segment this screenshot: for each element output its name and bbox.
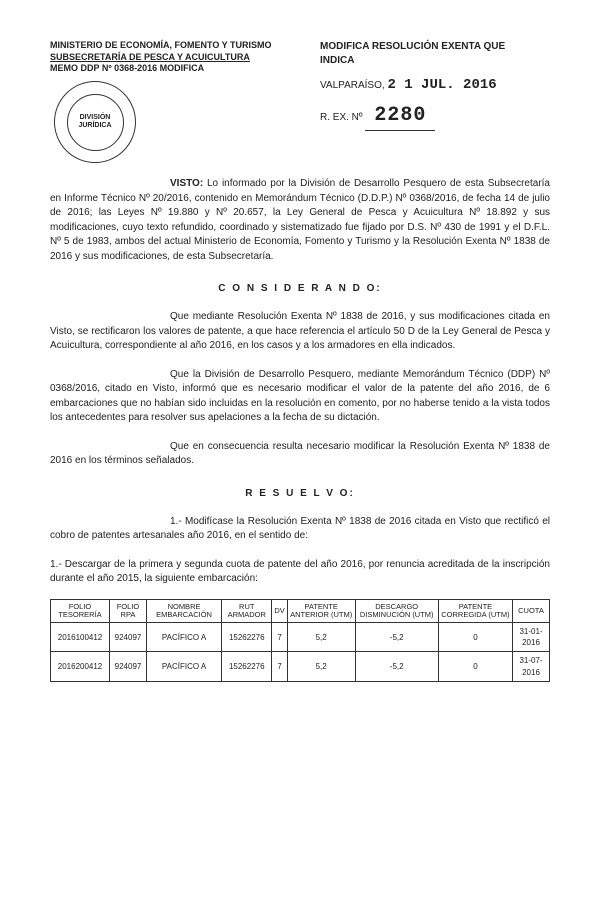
- col-dv: DV: [272, 599, 287, 623]
- ministry-name: MINISTERIO DE ECONOMÍA, FOMENTO Y TURISM…: [50, 40, 272, 52]
- considerando-p1: Que mediante Resolución Exenta Nº 1838 d…: [50, 310, 550, 354]
- cell: 2016100412: [51, 623, 110, 652]
- cell: -5,2: [355, 623, 438, 652]
- resuelvo-p1: 1.- Modifícase la Resolución Exenta Nº 1…: [50, 515, 550, 544]
- rex-number: 2280: [365, 102, 435, 131]
- col-descargo: DESCARGO DISMINUCIÓN (UTM): [355, 599, 438, 623]
- col-folio-rpa: FOLIO RPA: [110, 599, 147, 623]
- subsecretary-name: SUBSECRETARÍA DE PESCA Y ACUICULTURA: [50, 52, 272, 64]
- cell: 0: [438, 652, 512, 681]
- rex-label: R. EX. Nº: [320, 112, 363, 123]
- resuelvo-heading: R E S U E L V O:: [50, 487, 550, 501]
- cell: 7: [272, 652, 287, 681]
- cell: PACÍFICO A: [146, 623, 221, 652]
- cell: -5,2: [355, 652, 438, 681]
- place-label: VALPARAÍSO,: [320, 80, 385, 91]
- seal-inner-text: DIVISIÓN JURÍDICA: [67, 94, 124, 151]
- col-rut: RUT ARMADOR: [222, 599, 272, 623]
- cell: 924097: [110, 652, 147, 681]
- col-cuota: CUOTA: [513, 599, 550, 623]
- table-header-row: FOLIO TESORERÍA FOLIO RPA NOMBRE EMBARCA…: [51, 599, 550, 623]
- resuelvo-p2: 1.- Descargar de la primera y segunda cu…: [50, 558, 550, 587]
- col-patente-corregida: PATENTE CORREGIDA (UTM): [438, 599, 512, 623]
- cell: 2016200412: [51, 652, 110, 681]
- col-patente-anterior: PATENTE ANTERIOR (UTM): [287, 599, 355, 623]
- col-folio-tesoreria: FOLIO TESORERÍA: [51, 599, 110, 623]
- cell: 0: [438, 623, 512, 652]
- cell: 5,2: [287, 652, 355, 681]
- patente-table: FOLIO TESORERÍA FOLIO RPA NOMBRE EMBARCA…: [50, 599, 550, 682]
- cell: 31-07-2016: [513, 652, 550, 681]
- considerando-p3: Que en consecuencia resulta necesario mo…: [50, 440, 550, 469]
- cell: 15262276: [222, 623, 272, 652]
- cell: 7: [272, 623, 287, 652]
- cell: 924097: [110, 623, 147, 652]
- cell: PACÍFICO A: [146, 652, 221, 681]
- cell: 15262276: [222, 652, 272, 681]
- date-stamp: 2 1 JUL. 2016: [387, 77, 496, 93]
- table-row: 2016200412 924097 PACÍFICO A 15262276 7 …: [51, 652, 550, 681]
- considerando-p2: Que la División de Desarrollo Pesquero, …: [50, 368, 550, 426]
- memo-ref: MEMO DDP Nº 0368-2016 MODIFICA: [50, 63, 272, 75]
- cell: 31-01-2016: [513, 623, 550, 652]
- seal-stamp: DIVISIÓN JURÍDICA: [54, 81, 136, 163]
- visto-label: VISTO:: [170, 178, 203, 189]
- visto-text: Lo informado por la División de Desarrol…: [50, 178, 550, 262]
- cell: 5,2: [287, 623, 355, 652]
- considerando-heading: C O N S I D E R A N D O:: [50, 282, 550, 296]
- resolution-title: MODIFICA RESOLUCIÓN EXENTA QUE INDICA: [320, 40, 540, 68]
- col-nombre: NOMBRE EMBARCACIÓN: [146, 599, 221, 623]
- table-row: 2016100412 924097 PACÍFICO A 15262276 7 …: [51, 623, 550, 652]
